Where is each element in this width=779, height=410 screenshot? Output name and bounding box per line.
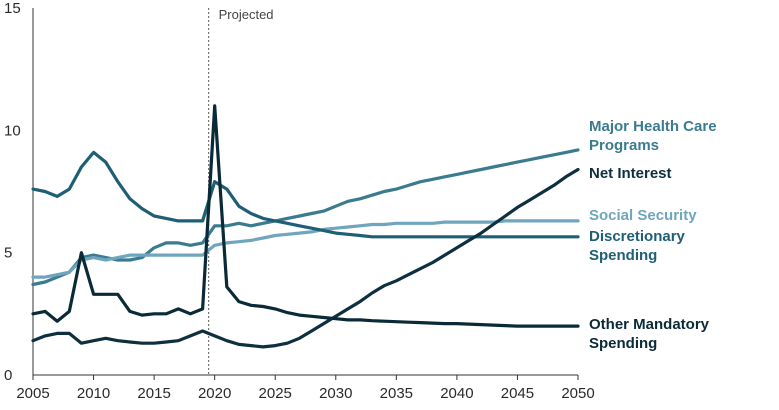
y-tick-label: 5	[4, 245, 12, 262]
x-tick-label: 2025	[259, 385, 292, 402]
series-lines	[31, 104, 580, 349]
series-label-discretionary-spending: Spending	[589, 247, 657, 264]
x-tick-label: 2035	[380, 385, 413, 402]
projected-label: Projected	[219, 7, 274, 22]
series-label-social-security: Social Security	[589, 207, 697, 224]
series-line-discretionary-spending	[31, 150, 580, 239]
y-tick-label: 10	[4, 122, 21, 139]
x-tick-label: 2020	[198, 385, 231, 402]
x-tick-label: 2030	[319, 385, 352, 402]
y-tick-label: 15	[4, 0, 21, 17]
x-tick-label: 2015	[137, 385, 170, 402]
projection-annotation: Projected	[208, 7, 274, 375]
x-tick-label: 2045	[501, 385, 534, 402]
series-label-other-mandatory-spending: Spending	[589, 335, 657, 352]
axes: 0 5 10 15 2005 2010 2015 2020 2025 2030 2035 2040 20…	[4, 0, 595, 402]
series-label-major-health-care-programs: Major Health Care	[589, 118, 717, 135]
series-label-other-mandatory-spending: Other Mandatory	[589, 316, 710, 333]
series-line-major-health-care-programs	[31, 148, 580, 287]
x-tick-label: 2005	[16, 385, 49, 402]
series-label-discretionary-spending: Discretionary	[589, 228, 686, 245]
series-labels: Major Health Care Programs Net Interest Soc…	[589, 118, 717, 352]
x-tick-label: 2050	[561, 385, 594, 402]
series-line-other-mandatory-spending	[31, 104, 580, 328]
x-tick-label: 2040	[440, 385, 473, 402]
series-line-social-security	[31, 219, 580, 279]
x-tick-label: 2010	[77, 385, 110, 402]
y-tick-label: 0	[4, 367, 12, 384]
series-label-net-interest: Net Interest	[589, 165, 672, 182]
series-label-major-health-care-programs: Programs	[589, 137, 659, 154]
series-line-net-interest	[31, 167, 580, 349]
